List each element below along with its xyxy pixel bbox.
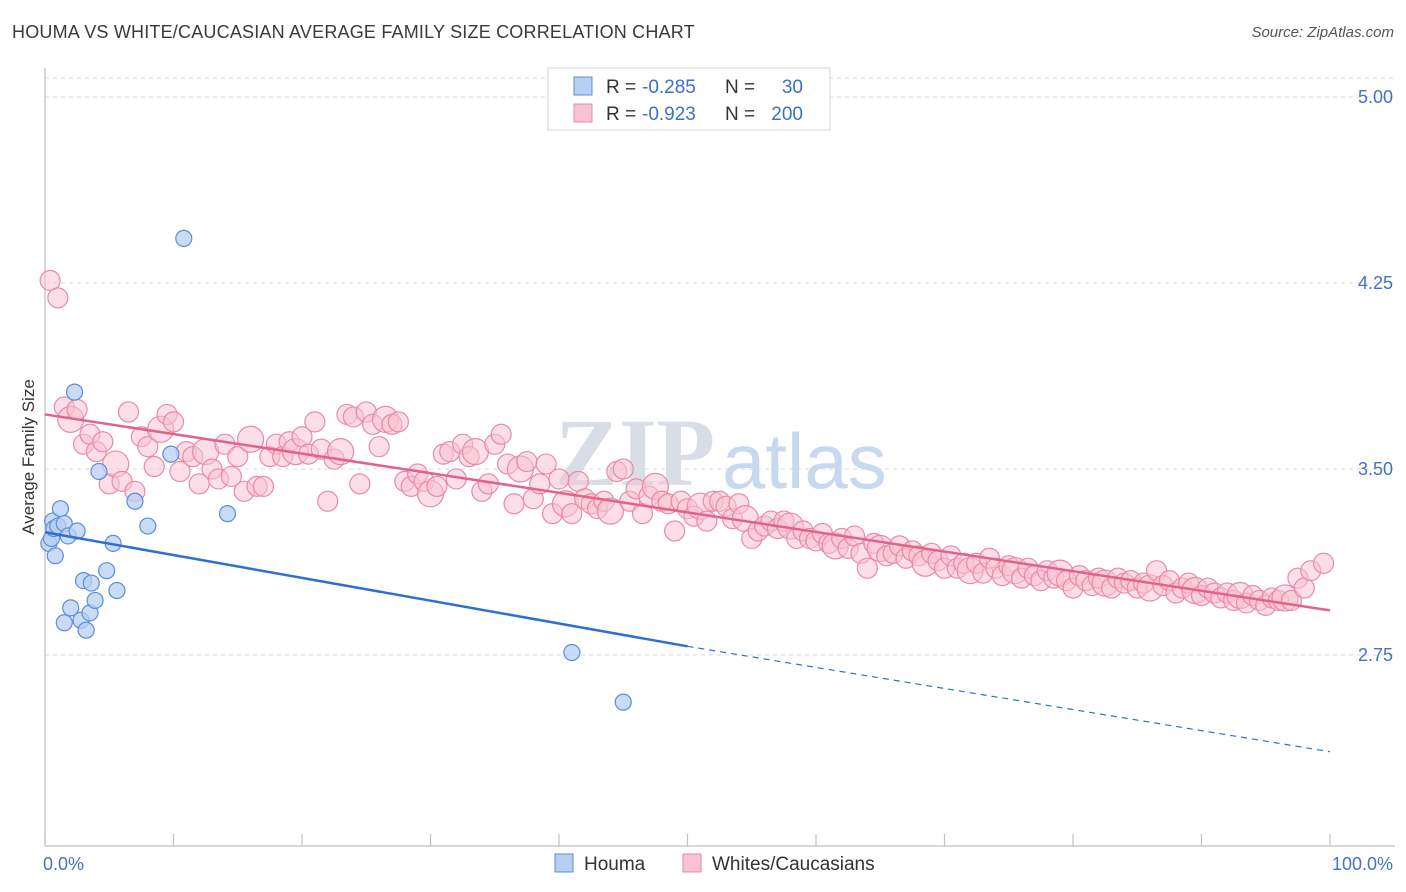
point-white-51: [368, 436, 390, 458]
y-tick-label-0: 2.75: [1358, 645, 1393, 665]
point-white-79: [548, 468, 570, 490]
legend-houma-r-value: -0.285: [642, 77, 696, 98]
point-white-12: [117, 401, 140, 423]
bottom-legend-swatch-houma: [554, 853, 574, 873]
point-white-19: [162, 411, 185, 433]
point-white-29: [227, 446, 249, 468]
point-white-16: [143, 455, 165, 478]
axes: [44, 68, 1395, 847]
point-white-74: [516, 450, 538, 473]
y-tick-label-2: 4.25: [1358, 273, 1393, 293]
point-white-20: [169, 460, 191, 483]
point-white-77: [535, 453, 557, 475]
point-houma-11: [65, 383, 84, 401]
bottom-legend-houma: Houma: [584, 854, 646, 875]
point-white-197: [1312, 552, 1335, 574]
trend-line-houma: [44, 531, 688, 648]
point-white-33: [252, 475, 275, 497]
legend-white-r-value: -0.923: [642, 104, 696, 125]
legend-houma-n-label: N =: [725, 77, 755, 98]
point-white-89: [612, 458, 634, 480]
point-houma-20: [98, 562, 116, 580]
point-houma-15: [77, 621, 95, 639]
watermark-atlas: atlas: [722, 417, 887, 505]
point-houma-17: [82, 574, 100, 592]
y-tick-labels: 2.75 3.50 4.25 5.00: [1358, 87, 1393, 665]
y-axis-label: Average Family Size: [19, 379, 38, 535]
point-white-127: [856, 557, 879, 579]
legend-houma-r-label: R =: [606, 77, 636, 98]
point-houma-6: [51, 500, 70, 518]
chart-source: Source: ZipAtlas.com: [1251, 24, 1394, 41]
chart-title: HOUMA VS WHITE/CAUCASIAN AVERAGE FAMILY …: [12, 22, 695, 42]
point-white-41: [304, 411, 326, 433]
point-white-72: [503, 493, 525, 515]
legend-swatch-white: [573, 103, 593, 123]
point-houma-26: [175, 229, 193, 247]
point-white-60: [426, 475, 448, 497]
point-white-54: [387, 411, 409, 433]
point-houma-27: [218, 505, 237, 523]
point-white-87: [596, 497, 625, 525]
point-houma-25: [162, 445, 180, 463]
series-whites-caucasians: [39, 269, 1335, 617]
legend-white-n-label: N =: [725, 104, 755, 125]
point-houma-9: [62, 599, 80, 617]
x-tick-label-max: 100.0%: [1332, 854, 1393, 874]
point-white-81: [561, 503, 583, 525]
point-white-28: [220, 465, 242, 488]
point-houma-28: [563, 643, 581, 662]
point-houma-22: [108, 581, 126, 600]
point-white-48: [349, 473, 371, 495]
legend-white-r-label: R =: [606, 104, 636, 125]
point-white-8: [92, 431, 114, 453]
trend-line-white: [44, 413, 1331, 612]
trend-lines: [44, 413, 1331, 753]
legend-white-n-value: 200: [771, 104, 803, 125]
bottom-legend: Houma Whites/Caucasians: [554, 853, 875, 875]
bottom-legend-white: Whites/Caucasians: [712, 854, 875, 875]
point-houma-18: [86, 591, 104, 610]
point-houma-4: [46, 547, 64, 565]
watermark: ZIP atlas: [555, 399, 887, 506]
point-white-97: [664, 520, 686, 542]
point-houma-29: [614, 693, 632, 711]
y-tick-label-3: 5.00: [1358, 87, 1393, 107]
y-tick-label-1: 3.50: [1358, 459, 1393, 479]
point-white-1: [47, 287, 69, 309]
point-houma-24: [139, 517, 157, 535]
x-tick-label-min: 0.0%: [43, 854, 84, 874]
point-houma-23: [126, 492, 144, 510]
point-white-0: [39, 269, 61, 292]
point-white-4: [66, 398, 88, 421]
bottom-legend-swatch-white: [682, 853, 702, 873]
legend-box: R = -0.285 N = 30 R = -0.923 N = 200: [547, 67, 831, 131]
trend-line-houma-extension: [687, 645, 1331, 753]
point-white-43: [317, 490, 339, 512]
point-white-15: [137, 436, 159, 458]
point-white-70: [490, 423, 512, 445]
x-ticks: [44, 834, 1331, 846]
point-houma-10: [55, 614, 73, 632]
series-houma: [40, 229, 632, 711]
point-houma-19: [90, 462, 108, 481]
legend-swatch-houma: [573, 76, 593, 96]
legend-houma-n-value: 30: [782, 77, 803, 98]
